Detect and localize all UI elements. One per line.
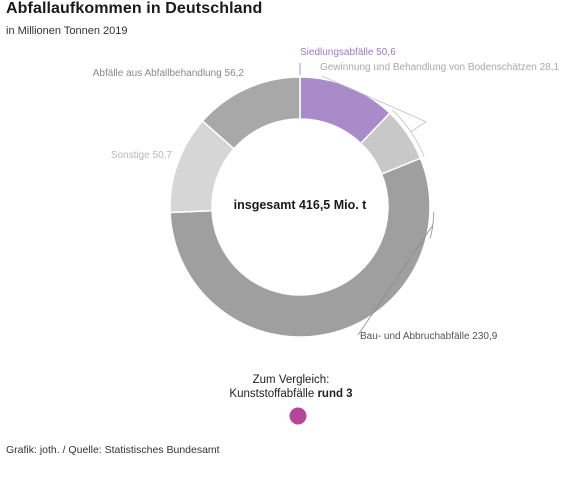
leader-gewinnung: [321, 75, 427, 133]
slice-abfaelle-aus-abfallbehandlung: [201, 76, 301, 150]
label-bau-und-abbruchabfaelle: Bau- und Abbruchabfälle 230,9: [360, 331, 498, 342]
comparison-line1: Zum Vergleich:: [252, 374, 330, 386]
comparison-note: Zum Vergleich: Kunststoffabfälle rund 3: [0, 373, 582, 401]
slice-labels: Siedlungsabfälle 50,6 Gewinnung und Behan…: [93, 47, 560, 342]
source-credit: Grafik: joth. / Quelle: Statistisches Bu…: [6, 444, 220, 456]
comparison-dot: [289, 407, 307, 425]
donut-center-label: insgesamt 416,5 Mio. t: [234, 198, 368, 212]
leader-bau: [357, 225, 434, 336]
comparison-value: rund 3: [317, 388, 353, 400]
label-sonstige: Sonstige 50,7: [111, 150, 173, 161]
leader-lines: [299, 63, 435, 336]
label-gewinnung-und-behandlung-von-bodenschaetzen: Gewinnung und Behandlung von Bodenschätz…: [320, 62, 560, 73]
slice-bau-und-abbruchabfaelle: [169, 157, 431, 338]
chart-subtitle: in Millionen Tonnen 2019: [6, 25, 128, 37]
bracket-bau: [429, 211, 435, 239]
label-siedlungsabfaelle: Siedlungsabfälle 50,6: [300, 47, 396, 58]
label-abfaelle-aus-abfallbehandlung: Abfälle aus Abfallbehandlung 56,2: [93, 68, 245, 79]
donut-slices: [169, 76, 431, 338]
chart-title: Abfallaufkommen in Deutschland: [6, 0, 263, 17]
comparison-line2: Kunststoffabfälle rund 3: [0, 387, 582, 401]
comparison-prefix: Kunststoffabfälle: [229, 388, 318, 400]
